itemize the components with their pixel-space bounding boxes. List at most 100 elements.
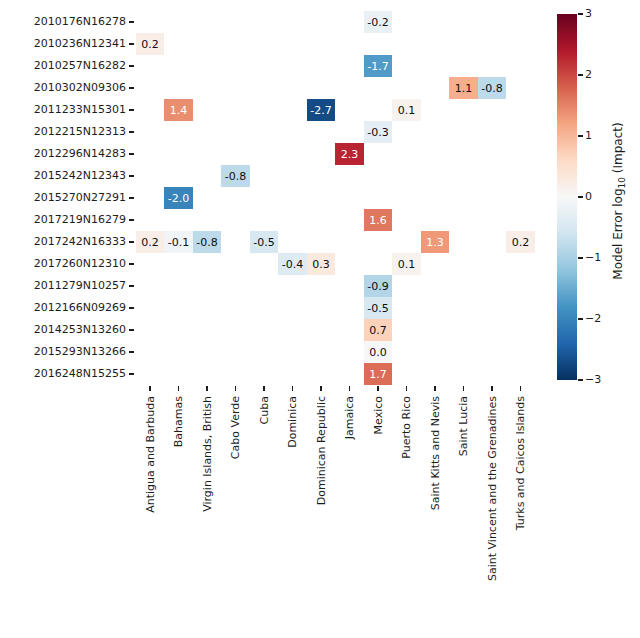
y-axis-label: 2010302N09306 xyxy=(34,81,126,95)
y-axis-label: 2014253N13260 xyxy=(34,323,126,337)
colorbar-tick-label: −1 xyxy=(585,251,601,265)
colorbar-tick-label: 2 xyxy=(585,68,592,82)
y-axis-tick xyxy=(129,285,134,287)
x-axis-tick xyxy=(520,386,522,391)
y-axis-label: 2015293N13266 xyxy=(34,345,126,359)
heatmap-cell: 0.2 xyxy=(136,33,165,55)
x-axis-label: Dominica xyxy=(286,396,299,448)
x-axis-label: Saint Kitts and Nevis xyxy=(429,396,442,510)
y-axis-tick xyxy=(129,131,134,133)
x-axis-label: Puerto Rico xyxy=(400,396,413,459)
colorbar-tick xyxy=(578,13,583,15)
heatmap-cell: -0.8 xyxy=(221,165,250,187)
x-axis-tick xyxy=(178,386,180,391)
y-axis-tick xyxy=(129,373,134,375)
x-axis-label: Saint Vincent and the Grenadines xyxy=(486,396,499,581)
x-axis-tick xyxy=(434,386,436,391)
y-axis-tick xyxy=(129,307,134,309)
y-axis-tick xyxy=(129,329,134,331)
x-axis-label: Saint Lucia xyxy=(457,396,470,456)
x-axis-tick xyxy=(235,386,237,391)
x-axis-tick xyxy=(263,386,265,391)
colorbar-tick xyxy=(578,74,583,76)
heatmap-cell: 1.4 xyxy=(164,99,193,121)
heatmap-cell: -0.5 xyxy=(364,297,393,319)
x-axis-label: Mexico xyxy=(372,396,385,434)
x-axis-tick xyxy=(149,386,151,391)
heatmap-cell: 0.2 xyxy=(136,231,165,253)
y-axis-tick xyxy=(129,87,134,89)
heatmap-cell: -0.5 xyxy=(250,231,279,253)
y-axis-tick xyxy=(129,153,134,155)
x-axis-label: Dominican Republic xyxy=(315,396,328,505)
y-axis-label: 2011233N15301 xyxy=(34,103,126,117)
colorbar-label-suffix: (Impact) xyxy=(611,122,625,177)
y-axis-tick xyxy=(129,65,134,67)
y-axis-tick xyxy=(129,109,134,111)
y-axis-label: 2012166N09269 xyxy=(34,301,126,315)
colorbar-tick-label: −2 xyxy=(585,312,601,326)
heatmap-cell: 1.7 xyxy=(364,363,393,385)
y-axis-label: 2017219N16279 xyxy=(34,213,126,227)
heatmap-cell: 1.3 xyxy=(421,231,450,253)
x-axis-tick xyxy=(292,386,294,391)
heatmap-cell: -2.7 xyxy=(307,99,336,121)
y-axis-label: 2017260N12310 xyxy=(34,257,126,271)
x-axis-tick xyxy=(320,386,322,391)
heatmap-cell: -1.7 xyxy=(364,55,393,77)
x-axis-label: Cuba xyxy=(258,396,271,424)
x-axis-tick xyxy=(463,386,465,391)
x-axis-tick xyxy=(406,386,408,391)
colorbar-tick xyxy=(578,135,583,137)
x-axis-tick xyxy=(349,386,351,391)
heatmap-cell: 0.1 xyxy=(392,99,421,121)
heatmap-cell: -0.3 xyxy=(364,121,393,143)
colorbar-label-subscript: 10 xyxy=(617,177,627,188)
x-axis-tick xyxy=(206,386,208,391)
colorbar-tick-label: −3 xyxy=(585,373,601,387)
colorbar-tick xyxy=(578,196,583,198)
y-axis-tick xyxy=(129,197,134,199)
heatmap-cell: -0.8 xyxy=(193,231,222,253)
y-axis-label: 2015270N27291 xyxy=(34,191,126,205)
heatmap-cell: -0.4 xyxy=(278,253,307,275)
x-axis-tick xyxy=(377,386,379,391)
colorbar xyxy=(557,14,577,380)
colorbar-tick-label: 0 xyxy=(585,190,592,204)
x-axis-label: Bahamas xyxy=(172,396,185,447)
heatmap-cell: -0.9 xyxy=(364,275,393,297)
y-axis-tick xyxy=(129,351,134,353)
x-axis-label: Jamaica xyxy=(343,396,356,439)
y-axis-label: 2015242N12343 xyxy=(34,169,126,183)
heatmap-cell: -0.1 xyxy=(164,231,193,253)
heatmap-cell: -0.2 xyxy=(364,11,393,33)
colorbar-tick-label: 1 xyxy=(585,129,592,143)
y-axis-label: 2011279N10257 xyxy=(34,279,126,293)
y-axis-label: 2010257N16282 xyxy=(34,59,126,73)
colorbar-axis-label: Model Error log10 (Impact) xyxy=(611,122,630,279)
colorbar-tick xyxy=(578,257,583,259)
heatmap-cell: 0.3 xyxy=(307,253,336,275)
x-axis-label: Turks and Caicos Islands xyxy=(514,396,527,530)
colorbar-label-text: Model Error log xyxy=(611,188,625,279)
colorbar-tick xyxy=(578,318,583,320)
heatmap-cell: 0.0 xyxy=(364,341,393,363)
colorbar-tick xyxy=(578,379,583,381)
y-axis-tick xyxy=(129,21,134,23)
y-axis-tick xyxy=(129,241,134,243)
heatmap-cell: 0.1 xyxy=(392,253,421,275)
x-axis-tick xyxy=(491,386,493,391)
heatmap-cell: -0.8 xyxy=(478,77,507,99)
heatmap-figure: -0.20.2-1.71.1-0.81.4-2.70.1-0.32.3-0.8-… xyxy=(0,0,640,638)
y-axis-label: 2012215N12313 xyxy=(34,125,126,139)
heatmap-cell: 0.7 xyxy=(364,319,393,341)
colorbar-tick-label: 3 xyxy=(585,7,592,21)
heatmap-cell: -2.0 xyxy=(164,187,193,209)
heatmap-plot-area: -0.20.2-1.71.1-0.81.4-2.70.1-0.32.3-0.8-… xyxy=(0,0,640,638)
y-axis-tick xyxy=(129,219,134,221)
y-axis-label: 2016248N15255 xyxy=(34,367,126,381)
heatmap-cell: 0.2 xyxy=(506,231,535,253)
y-axis-label: 2010236N12341 xyxy=(34,37,126,51)
x-axis-label: Virgin Islands, British xyxy=(201,396,214,512)
heatmap-cell: 1.1 xyxy=(449,77,478,99)
